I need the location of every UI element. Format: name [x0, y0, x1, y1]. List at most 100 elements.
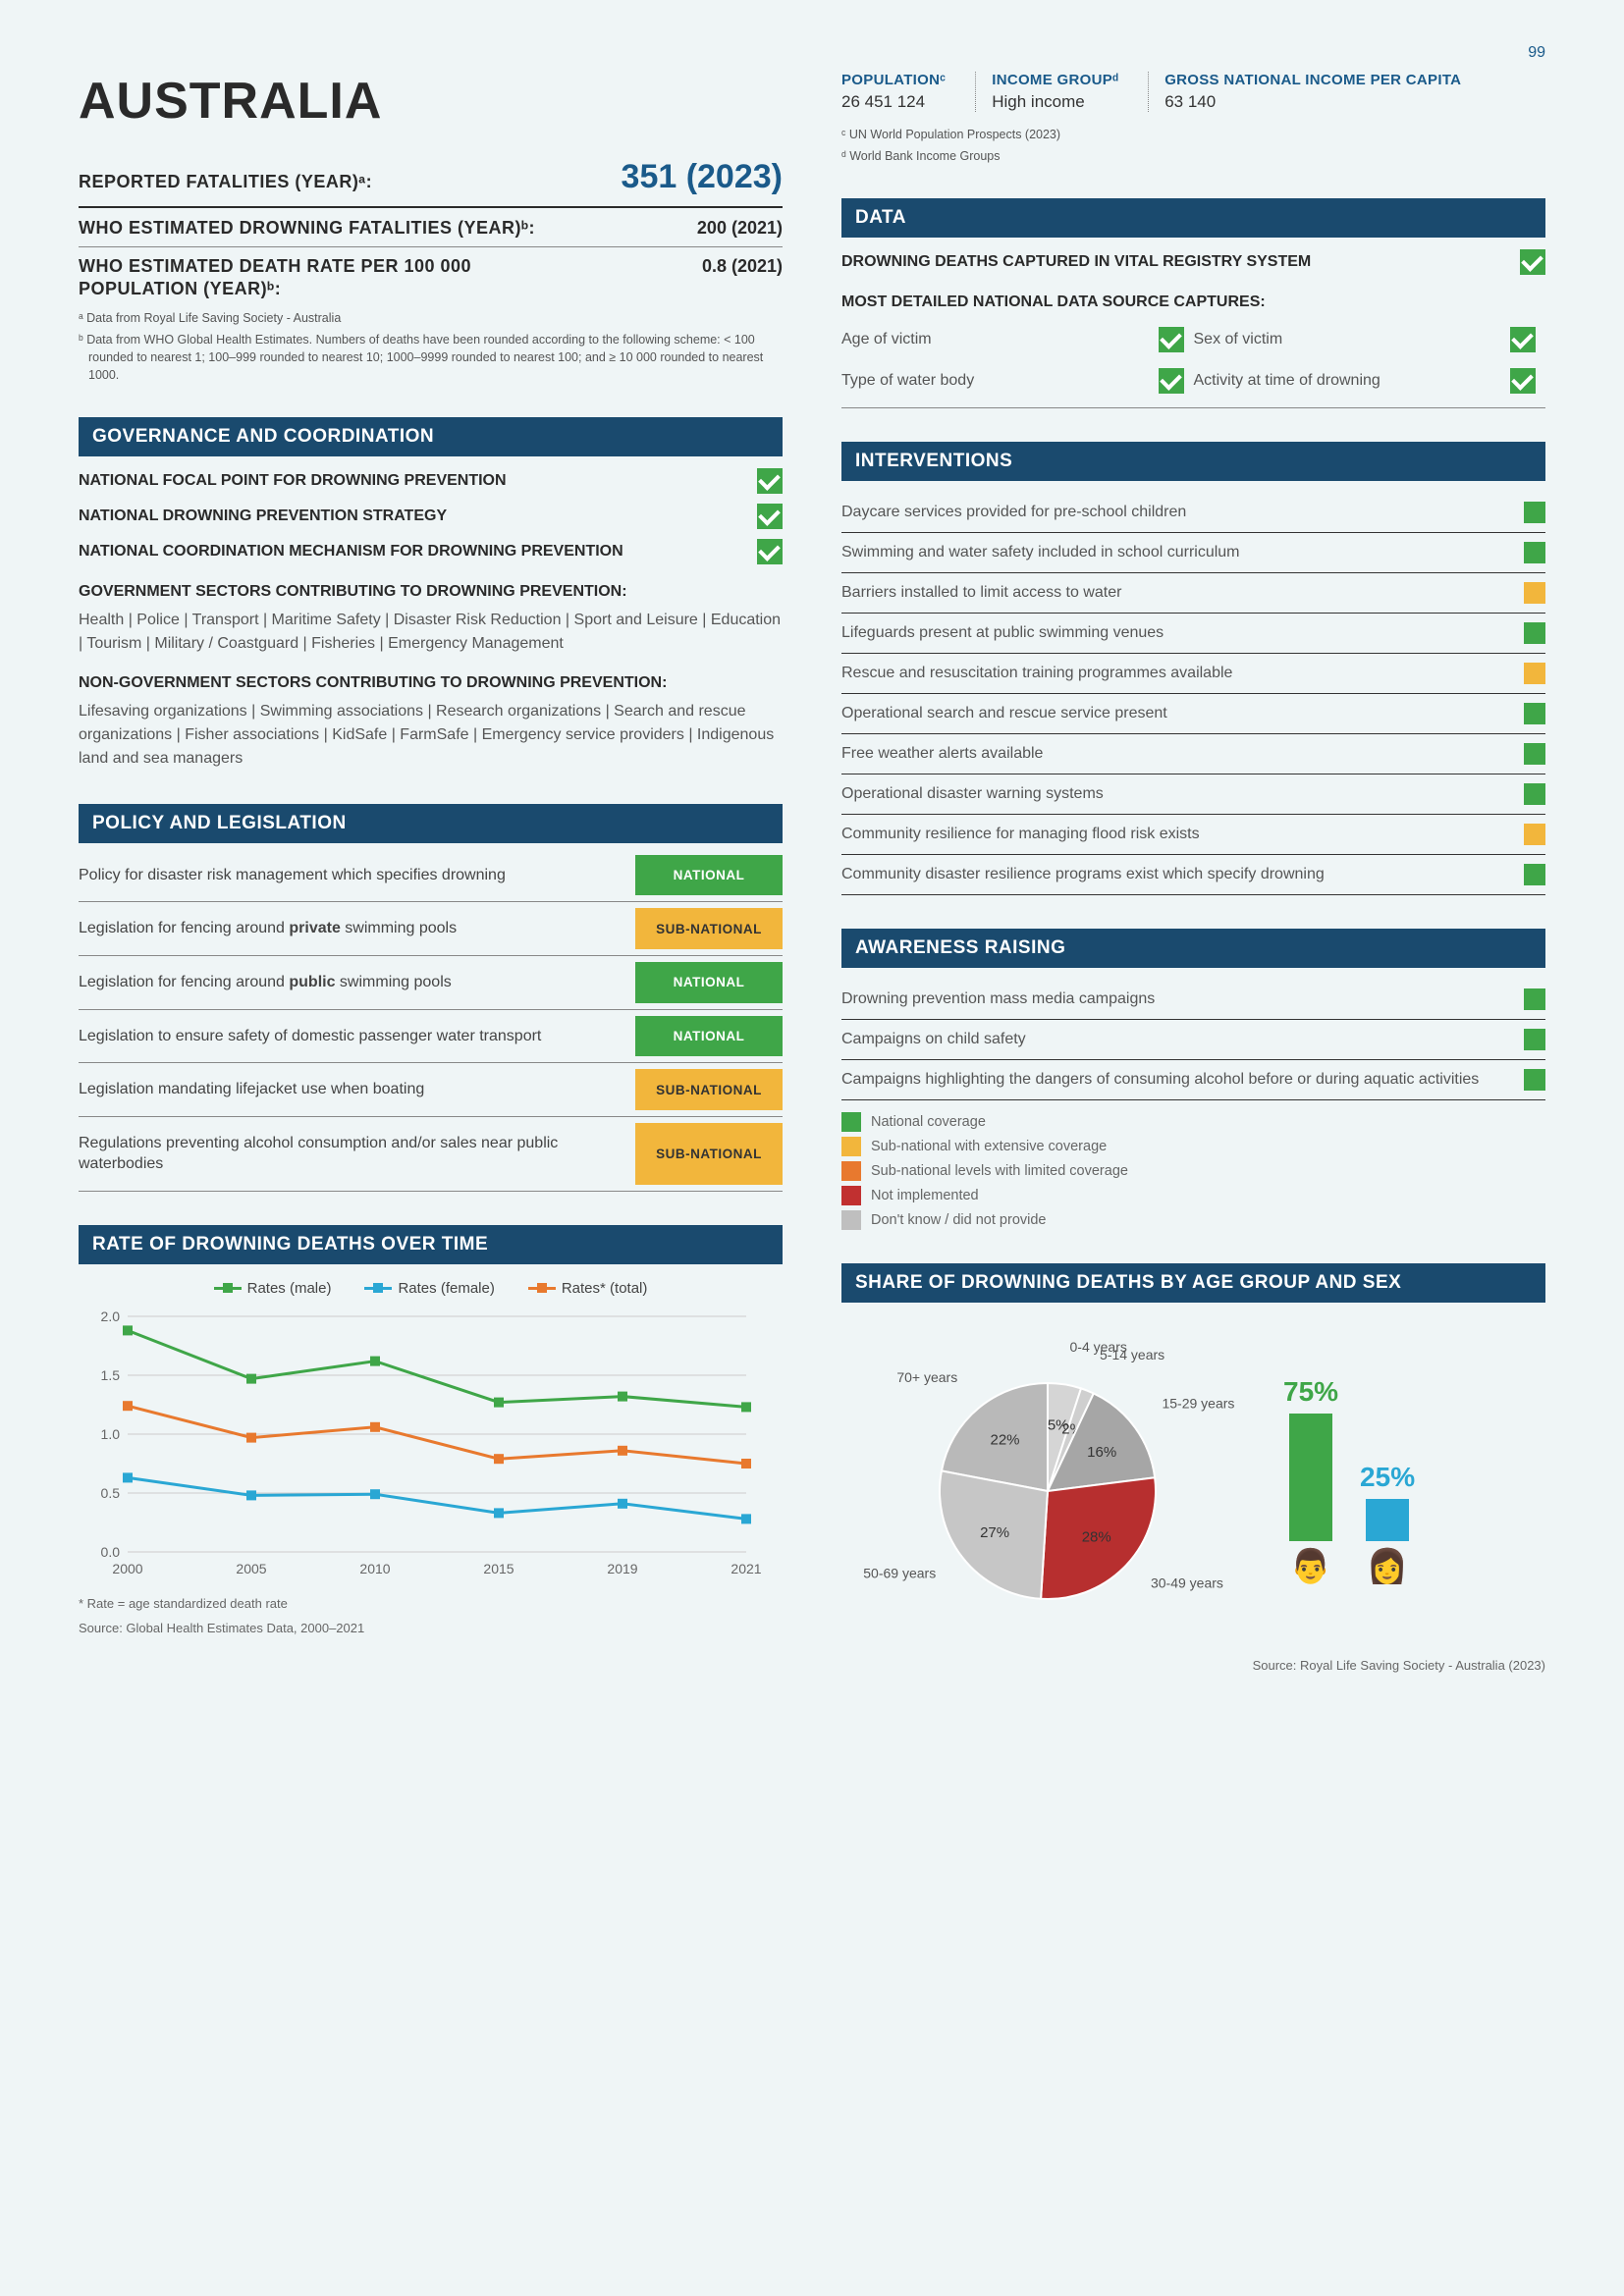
- policy-badge: SUB-NATIONAL: [635, 908, 783, 949]
- svg-text:2.0: 2.0: [101, 1308, 121, 1324]
- svg-text:30-49 years: 30-49 years: [1151, 1575, 1223, 1591]
- policy-badge: NATIONAL: [635, 855, 783, 896]
- interventions-row: Lifeguards present at public swimming ve…: [841, 614, 1545, 654]
- check-icon: [1510, 368, 1536, 394]
- status-square: [1524, 582, 1545, 604]
- male-pct: 75%: [1283, 1376, 1338, 1408]
- who-rate-value: 0.8 (2021): [702, 256, 783, 277]
- page-number: 99: [79, 44, 1545, 62]
- nongov-sectors-text: Lifesaving organizations | Swimming asso…: [79, 700, 783, 771]
- section-rate: RATE OF DROWNING DEATHS OVER TIME: [79, 1225, 783, 1264]
- svg-text:22%: 22%: [991, 1431, 1020, 1448]
- status-square: [1524, 622, 1545, 644]
- awareness-row: Campaigns on child safety: [841, 1020, 1545, 1060]
- svg-text:2021: 2021: [731, 1561, 761, 1576]
- section-governance: GOVERNANCE AND COORDINATION: [79, 417, 783, 456]
- pie-chart: 22%5%2%16%28%27%70+ years0-4 years5-14 y…: [841, 1314, 1254, 1648]
- reported-value: 351 (2023): [622, 158, 783, 196]
- interventions-row: Operational search and rescue service pr…: [841, 694, 1545, 734]
- female-icon: 👩: [1367, 1547, 1408, 1586]
- svg-text:28%: 28%: [1082, 1529, 1111, 1546]
- interventions-row: Community disaster resilience programs e…: [841, 855, 1545, 895]
- interventions-row: Community resilience for managing flood …: [841, 815, 1545, 855]
- section-data: DATA: [841, 198, 1545, 238]
- data-item: Age of victim: [841, 319, 1194, 360]
- vital-registry-label: DROWNING DEATHS CAPTURED IN VITAL REGIST…: [841, 252, 1311, 273]
- check-icon: [1159, 327, 1184, 352]
- share-source: Source: Royal Life Saving Society - Aust…: [841, 1658, 1545, 1673]
- section-share: SHARE OF DROWNING DEATHS BY AGE GROUP AN…: [841, 1263, 1545, 1303]
- policy-row: Regulations preventing alcohol consumpti…: [79, 1123, 783, 1185]
- status-square: [1524, 783, 1545, 805]
- section-interventions: INTERVENTIONS: [841, 442, 1545, 481]
- gov-check-label: NATIONAL COORDINATION MECHANISM FOR DROW…: [79, 542, 623, 562]
- pop-label: POPULATIONᶜ: [841, 72, 946, 88]
- line-chart: 0.00.51.01.52.0200020052010201520192021: [79, 1307, 766, 1581]
- rate-note: * Rate = age standardized death rate: [79, 1596, 783, 1611]
- who-est-label: WHO ESTIMATED DROWNING FATALITIES (YEAR)…: [79, 218, 535, 239]
- gni-value: 63 140: [1164, 92, 1461, 112]
- policy-badge: SUB-NATIONAL: [635, 1069, 783, 1110]
- data-item: Activity at time of drowning: [1194, 360, 1546, 401]
- policy-row: Legislation for fencing around private s…: [79, 908, 783, 949]
- svg-text:2005: 2005: [236, 1561, 266, 1576]
- income-value: High income: [992, 92, 1118, 112]
- awareness-row: Drowning prevention mass media campaigns: [841, 980, 1545, 1020]
- section-policy: POLICY AND LEGISLATION: [79, 804, 783, 843]
- gov-sectors-text: Health | Police | Transport | Maritime S…: [79, 609, 783, 656]
- svg-text:70+ years: 70+ years: [896, 1369, 957, 1385]
- check-icon: [1159, 368, 1184, 394]
- interventions-row: Barriers installed to limit access to wa…: [841, 573, 1545, 614]
- interventions-row: Swimming and water safety included in sc…: [841, 533, 1545, 573]
- country-title: AUSTRALIA: [79, 72, 783, 131]
- svg-text:2000: 2000: [112, 1561, 142, 1576]
- interventions-row: Rescue and resuscitation training progra…: [841, 654, 1545, 694]
- check-icon: [1510, 327, 1536, 352]
- svg-text:2010: 2010: [359, 1561, 390, 1576]
- rate-source: Source: Global Health Estimates Data, 20…: [79, 1621, 783, 1635]
- footnote-a: ᵃ Data from Royal Life Saving Society - …: [79, 309, 783, 327]
- status-square: [1524, 542, 1545, 563]
- svg-text:5-14 years: 5-14 years: [1100, 1347, 1164, 1362]
- male-icon: 👨: [1290, 1547, 1331, 1586]
- policy-row: Legislation mandating lifejacket use whe…: [79, 1069, 783, 1110]
- footnotes: ᵃ Data from Royal Life Saving Society - …: [79, 309, 783, 385]
- policy-row: Policy for disaster risk management whic…: [79, 855, 783, 896]
- who-rate-label: WHO ESTIMATED DEATH RATE PER 100 000 POP…: [79, 255, 571, 301]
- svg-text:50-69 years: 50-69 years: [863, 1565, 936, 1580]
- status-square: [1524, 864, 1545, 885]
- policy-row: Legislation to ensure safety of domestic…: [79, 1016, 783, 1057]
- gov-check-label: NATIONAL DROWNING PREVENTION STRATEGY: [79, 507, 447, 527]
- svg-text:2019: 2019: [607, 1561, 637, 1576]
- interventions-row: Free weather alerts available: [841, 734, 1545, 774]
- interventions-row: Daycare services provided for pre-school…: [841, 493, 1545, 533]
- check-icon: [757, 504, 783, 529]
- status-square: [1524, 743, 1545, 765]
- data-sub-label: MOST DETAILED NATIONAL DATA SOURCE CAPTU…: [841, 293, 1545, 313]
- gov-check-label: NATIONAL FOCAL POINT FOR DROWNING PREVEN…: [79, 471, 507, 492]
- coverage-legend: National coverageSub-national with exten…: [841, 1112, 1545, 1230]
- svg-text:0.5: 0.5: [101, 1485, 121, 1501]
- top-footnotes: ᶜ UN World Population Prospects (2023) ᵈ…: [841, 126, 1545, 165]
- status-square: [1524, 1029, 1545, 1050]
- section-awareness: AWARENESS RAISING: [841, 929, 1545, 968]
- pop-value: 26 451 124: [841, 92, 946, 112]
- policy-row: Legislation for fencing around public sw…: [79, 962, 783, 1003]
- policy-badge: NATIONAL: [635, 962, 783, 1003]
- policy-badge: SUB-NATIONAL: [635, 1123, 783, 1185]
- gni-label: GROSS NATIONAL INCOME PER CAPITA: [1164, 72, 1461, 88]
- footnote-b: ᵇ Data from WHO Global Health Estimates.…: [79, 331, 783, 384]
- gov-sectors-label: GOVERNMENT SECTORS CONTRIBUTING TO DROWN…: [79, 582, 783, 603]
- line-chart-legend: Rates (male) Rates (female) Rates* (tota…: [79, 1280, 783, 1297]
- status-square: [1524, 988, 1545, 1010]
- svg-text:2015: 2015: [483, 1561, 514, 1576]
- svg-text:15-29 years: 15-29 years: [1162, 1395, 1234, 1411]
- data-item: Type of water body: [841, 360, 1194, 401]
- status-square: [1524, 1069, 1545, 1091]
- check-icon: [1520, 249, 1545, 275]
- data-item: Sex of victim: [1194, 319, 1546, 360]
- sex-bars: 75% 👨 25% 👩: [1283, 1376, 1415, 1586]
- status-square: [1524, 502, 1545, 523]
- svg-text:16%: 16%: [1087, 1444, 1116, 1461]
- status-square: [1524, 663, 1545, 684]
